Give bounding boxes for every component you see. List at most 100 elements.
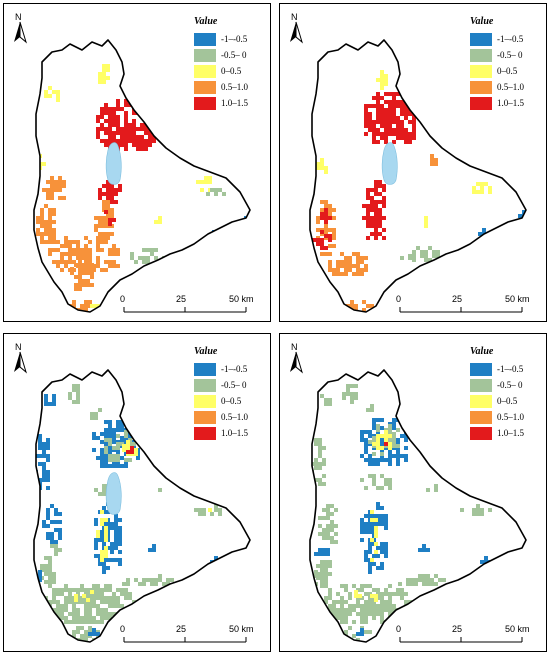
legend-swatch bbox=[470, 426, 492, 440]
raster-cell bbox=[372, 608, 376, 612]
raster-cell bbox=[50, 192, 54, 196]
raster-cell bbox=[318, 478, 322, 482]
raster-cell bbox=[328, 234, 332, 238]
raster-cell bbox=[366, 224, 370, 228]
raster-cell bbox=[88, 616, 92, 620]
raster-cell bbox=[344, 260, 348, 264]
raster-cell bbox=[78, 283, 82, 287]
raster-cell bbox=[90, 263, 94, 267]
scale-bar: 0 25 50 km bbox=[116, 294, 256, 320]
raster-cell bbox=[84, 308, 88, 312]
raster-cell bbox=[380, 82, 384, 86]
raster-cell bbox=[202, 512, 206, 516]
raster-cell bbox=[376, 588, 380, 592]
raster-cell bbox=[396, 116, 400, 120]
raster-cell bbox=[372, 422, 376, 426]
raster-cell bbox=[328, 560, 332, 564]
raster-cell bbox=[360, 478, 364, 482]
raster-cell bbox=[380, 600, 384, 604]
raster-cell bbox=[144, 111, 148, 115]
raster-cell bbox=[376, 514, 380, 518]
raster-cell bbox=[412, 136, 416, 140]
legend-item: -1–-0.5 bbox=[194, 31, 270, 47]
raster-cell bbox=[120, 135, 124, 139]
raster-cell bbox=[124, 119, 128, 123]
legend-label: 1.0–1.5 bbox=[221, 428, 248, 438]
raster-cell bbox=[102, 484, 106, 488]
raster-cell bbox=[374, 208, 378, 212]
raster-cell bbox=[422, 582, 426, 586]
raster-cell bbox=[64, 236, 68, 240]
raster-cell bbox=[352, 584, 356, 588]
raster-cell bbox=[222, 192, 226, 196]
raster-cell bbox=[40, 232, 44, 236]
raster-cell bbox=[52, 394, 56, 398]
raster-cell bbox=[316, 242, 320, 246]
raster-cell bbox=[100, 616, 104, 620]
raster-cell bbox=[316, 238, 320, 242]
raster-cell bbox=[318, 462, 322, 466]
scale-tick-label: 0 bbox=[396, 294, 402, 304]
raster-cell bbox=[136, 147, 140, 151]
raster-cell bbox=[96, 534, 100, 538]
raster-cell bbox=[380, 86, 384, 90]
raster-cell bbox=[104, 596, 108, 600]
raster-cell bbox=[396, 100, 400, 104]
raster-cell bbox=[368, 112, 372, 116]
raster-cell bbox=[80, 584, 84, 588]
legend-label: -1–-0.5 bbox=[497, 34, 524, 44]
raster-cell bbox=[420, 250, 424, 254]
raster-cell bbox=[100, 588, 104, 592]
region-boundary bbox=[33, 39, 251, 313]
raster-cell bbox=[78, 275, 82, 279]
raster-cell bbox=[106, 68, 110, 72]
raster-cell bbox=[120, 143, 124, 147]
raster-cell bbox=[368, 526, 372, 530]
raster-cell bbox=[106, 200, 110, 204]
raster-cell bbox=[104, 588, 108, 592]
raster-cell bbox=[48, 208, 52, 212]
raster-cell bbox=[136, 107, 140, 111]
raster-cell bbox=[360, 272, 364, 276]
raster-cell bbox=[412, 124, 416, 128]
raster-cell bbox=[322, 552, 326, 556]
raster-cell bbox=[154, 220, 158, 224]
raster-cell bbox=[372, 514, 376, 518]
raster-cell bbox=[100, 127, 104, 131]
raster-cell bbox=[384, 542, 388, 546]
raster-cell bbox=[152, 115, 156, 119]
raster-cell bbox=[42, 442, 46, 446]
raster-cell bbox=[336, 264, 340, 268]
raster-cell bbox=[80, 256, 84, 260]
lake bbox=[105, 472, 122, 515]
raster-cell bbox=[88, 626, 92, 630]
raster-cell bbox=[144, 147, 148, 151]
raster-cell bbox=[100, 432, 104, 436]
raster-cell bbox=[434, 158, 438, 162]
raster-cell bbox=[44, 204, 48, 208]
raster-cell bbox=[100, 464, 104, 468]
raster-cell bbox=[320, 162, 324, 166]
raster-cell bbox=[134, 452, 138, 456]
raster-cell bbox=[380, 566, 384, 570]
legend-label: -1–-0.5 bbox=[221, 364, 248, 374]
raster-cell bbox=[114, 188, 118, 192]
raster-cell bbox=[80, 616, 84, 620]
raster-cell bbox=[58, 196, 62, 200]
raster-cell bbox=[108, 448, 112, 452]
raster-cell bbox=[370, 216, 374, 220]
raster-cell bbox=[348, 264, 352, 268]
raster-cell bbox=[74, 287, 78, 291]
raster-cell bbox=[78, 267, 82, 271]
raster-cell bbox=[118, 518, 122, 522]
raster-cell bbox=[108, 588, 112, 592]
raster-cell bbox=[404, 112, 408, 116]
raster-cell bbox=[372, 120, 376, 124]
raster-cell bbox=[344, 272, 348, 276]
raster-cell bbox=[68, 256, 72, 260]
raster-cell bbox=[356, 268, 360, 272]
raster-cell bbox=[320, 576, 324, 580]
raster-cell bbox=[104, 143, 108, 147]
raster-cell bbox=[72, 630, 76, 634]
raster-cell bbox=[82, 263, 86, 267]
